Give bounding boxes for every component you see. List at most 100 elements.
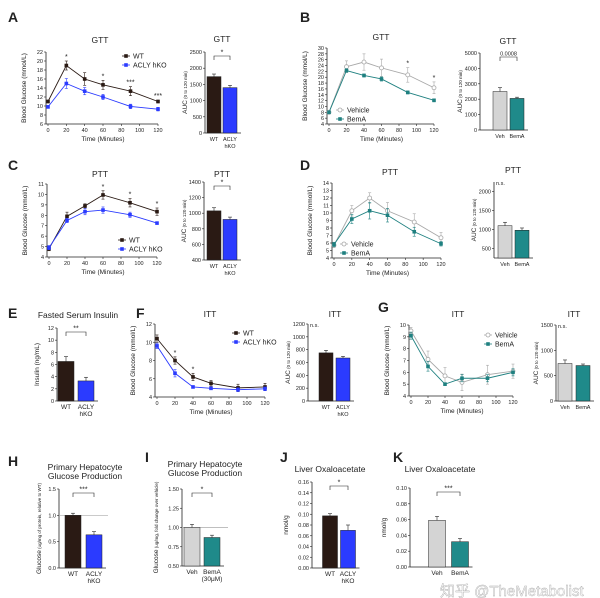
y-tick-label: 10 [146,340,152,346]
significance-label: n.s. [496,181,505,187]
bar-chart-K: Liver Oxaloacetate 0.00 0.02 0.04 0.06 0.08 0.… [381,464,476,577]
significance-marker: *** [154,93,162,100]
bar-Veh [492,91,508,131]
y-tick-label: 2500 [190,50,202,56]
data-point [379,77,384,81]
y-tick-label: 1.25 [168,506,179,512]
significance-marker: * [65,54,68,61]
significance-bracket [329,485,349,490]
panel-letter-B: B [300,9,310,25]
x-tick-label: 120 [508,400,517,406]
panel-letter-C: C [8,157,18,173]
data-point [209,381,213,386]
significance-bracket [436,491,461,496]
y-tick-label: 20 [318,75,324,81]
x-tick-label: 80 [226,401,232,407]
x-tick-label: 40 [367,262,373,268]
y-tick-label: 1200 [293,322,305,328]
chart-title: PTT [214,169,230,179]
data-point [64,63,69,68]
x-tick-label: 100 [135,128,144,134]
significance-marker: * [406,61,409,68]
data-point [425,356,431,362]
bar-chart-J: Liver Oxaloacetate 0.00 0.02 0.04 0.06 0.08 0.… [283,464,366,585]
y-tick-label: 16 [37,77,43,83]
significance-bracket [499,56,518,61]
x-tick-label: 80 [118,261,124,267]
data-point [191,375,195,379]
y-tick-label: 0.10 [298,512,309,518]
x-tick-label: 80 [118,128,124,134]
data-point [438,235,444,241]
y-tick-label: 5 [41,245,44,251]
y-axis-label: Glucose (ug/mg, fold change over vehicle… [153,481,160,573]
data-point [361,59,367,65]
y-axis-label: AUC (0 to 120 min) [457,70,464,113]
y-tick-label: 200 [296,386,305,392]
data-point [82,89,87,93]
data-point [426,364,430,369]
legend-label: Vehicle [351,242,374,249]
data-point [379,65,384,71]
x-tick-label: 120 [436,262,445,268]
significance-label: 0.0008 [500,52,517,58]
x-tick-label: 20 [172,401,178,407]
significance-label: * [221,50,224,57]
category-label: hKO [87,578,100,585]
data-point [64,81,69,86]
data-point [344,64,349,70]
y-tick-label: 6 [326,241,329,247]
significance-marker: * [102,184,105,191]
bar-Veh [428,520,446,568]
data-point [101,193,105,197]
x-tick-label: 20 [343,128,349,134]
series-line-Vehicle [333,197,442,246]
data-point [344,68,349,73]
y-tick-label: 9 [41,203,44,209]
data-point [65,214,69,219]
series-line-WT [156,338,266,389]
data-point [362,73,366,78]
category-label: ACLY [340,571,357,578]
data-point [236,387,240,392]
x-tick-label: 60 [208,401,214,407]
category-label: hKO [337,412,349,418]
panel-letters: A B C D E F G H I J K [8,9,403,469]
data-point [83,209,87,214]
significance-label: * [221,180,224,187]
y-axis-label: Blood Glucose (mmol/L) [130,326,137,396]
x-tick-label: 40 [82,128,88,134]
panel-letter-H: H [8,453,18,469]
category-label: Veh [186,569,198,576]
bar-BemA [509,98,525,131]
data-point [460,376,464,381]
y-tick-label: 14 [37,86,43,92]
y-tick-label: 4000 [465,66,477,72]
legend-label: BemA [495,342,514,349]
data-point [173,358,177,363]
y-tick-label: 0 [199,131,202,137]
y-tick-label: 24 [318,64,324,70]
y-tick-label: 7 [403,359,406,365]
category-label: ACLY [223,137,237,143]
data-point [409,333,413,338]
watermark: 知乎 @TheMetabolist [440,583,584,598]
y-tick-label: 0.0 [48,566,56,572]
x-axis-label: Time (Minutes) [360,136,403,143]
x-tick-label: 60 [459,400,465,406]
x-tick-label: 100 [412,128,421,134]
significance-label: n.s. [310,323,319,329]
bar-ACLY hKO [222,219,238,261]
bar-ACLY hKO [85,534,103,569]
y-tick-label: 4 [41,255,44,261]
y-tick-label: 20 [37,59,43,65]
y-tick-label: 600 [192,242,201,248]
significance-bracket [191,492,213,497]
data-point [442,373,448,379]
y-tick-label: 1500 [479,209,491,215]
data-point [173,371,177,376]
series-line-Vehicle [328,61,435,113]
